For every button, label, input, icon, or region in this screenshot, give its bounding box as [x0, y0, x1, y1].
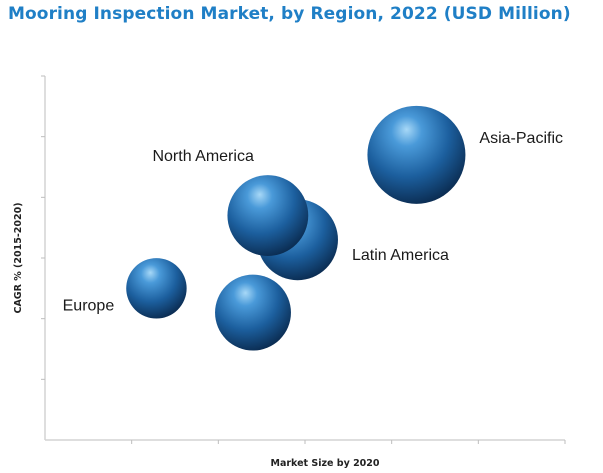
- bubble-europe: [126, 258, 187, 319]
- chart-title: Mooring Inspection Market, by Region, 20…: [8, 4, 571, 24]
- axes: [41, 75, 566, 444]
- bubble-labels: Asia-Pacific Latin America North America Eu…: [63, 130, 563, 314]
- bubble-unlabeled: [215, 274, 291, 351]
- bubble-label-north-america: North America: [152, 148, 253, 165]
- y-axis-title: CAGR % (2015-2020): [13, 202, 24, 313]
- bubble-asia-pacific: [367, 105, 466, 204]
- bubble-label-europe: Europe: [63, 297, 115, 314]
- bubble-label-latin-america: Latin America: [352, 247, 449, 264]
- bubbles: [126, 105, 466, 351]
- bubble-label-asia-pacific: Asia-Pacific: [479, 130, 563, 147]
- bubble-north-america: [227, 175, 309, 256]
- x-axis-title: Market Size by 2020: [270, 458, 379, 469]
